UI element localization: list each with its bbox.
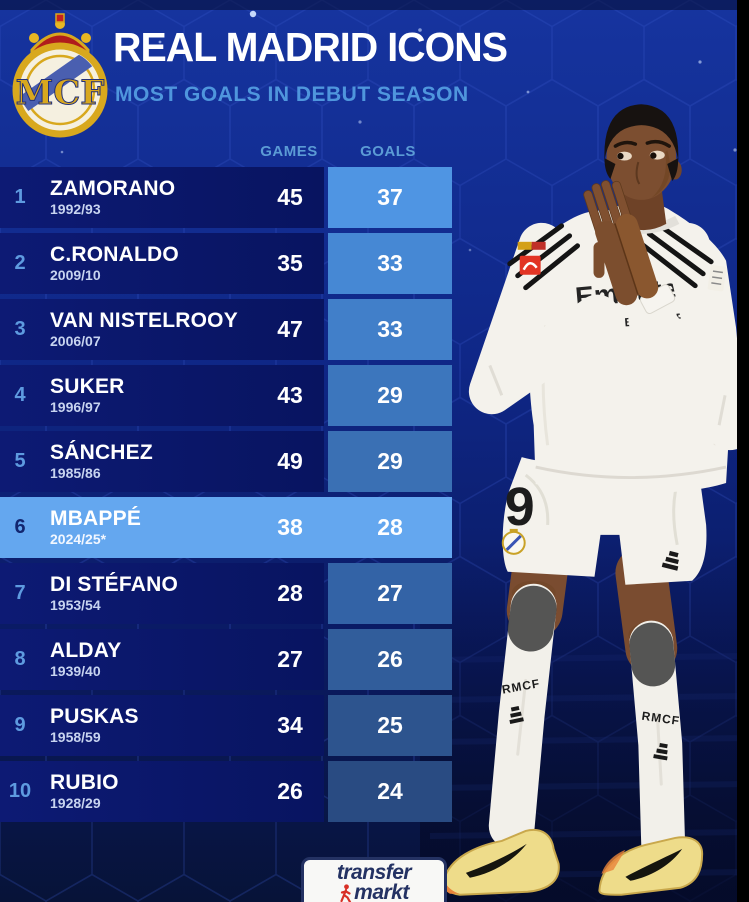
season-label: 2006/07	[50, 333, 101, 350]
sock-text-left: RMCF	[501, 676, 541, 696]
page-subtitle: MOST GOALS IN DEBUT SEASON	[115, 83, 469, 106]
goals-cell: 27	[328, 563, 452, 624]
games-value: 45	[277, 184, 303, 210]
table-row: 3 VAN NISTELROOY 2006/07 47 33	[0, 299, 452, 360]
games-value: 43	[277, 382, 303, 408]
table-row: 9 PUSKAS 1958/59 34 25	[0, 695, 452, 756]
games-value: 49	[277, 448, 303, 474]
mbappe-player-image: RMCF RMCF 9	[442, 104, 749, 896]
rank-label: 9	[14, 714, 26, 736]
adidas-sock-logo	[509, 705, 668, 761]
transfermarkt-word-bottom: markt	[354, 881, 409, 902]
goals-cell: 26	[328, 629, 452, 690]
goals-cell: 25	[328, 695, 452, 756]
games-value: 47	[277, 316, 303, 342]
page-title: REAL MADRID ICONS	[113, 24, 508, 70]
player-name: PUSKAS	[50, 705, 139, 729]
crest-monogram: MCF	[16, 73, 105, 113]
face-features	[613, 139, 671, 185]
season-label: 1996/97	[50, 399, 101, 416]
rank-label: 6	[14, 516, 26, 538]
games-value: 26	[277, 778, 303, 804]
player-name: C.RONALDO	[50, 243, 179, 267]
rank-label: 3	[14, 318, 26, 340]
games-value: 28	[277, 580, 303, 606]
season-label: 1939/40	[50, 663, 101, 680]
table-row: 8 ALDAY 1939/40 27 26	[0, 629, 452, 690]
table-row: 5 SÁNCHEZ 1985/86 49 29	[0, 431, 452, 492]
shorts-crest	[501, 528, 526, 555]
column-header-goals: GOALS	[360, 143, 416, 160]
player-name: SÁNCHEZ	[50, 441, 153, 465]
goals-cell: 28	[328, 497, 452, 558]
goals-cell: 24	[328, 761, 452, 822]
season-label: 1928/29	[50, 795, 101, 812]
rank-label: 4	[14, 384, 26, 406]
rank-label: 5	[14, 450, 26, 472]
transfermarkt-logo: transfer markt	[301, 857, 447, 902]
rank-label: 2	[14, 252, 26, 274]
games-value: 27	[277, 646, 303, 672]
adidas-shorts-logo	[661, 550, 679, 571]
games-value: 34	[277, 712, 303, 738]
player-name: ZAMORANO	[50, 177, 176, 201]
shorts-number: 9	[505, 477, 535, 537]
season-label: 1953/54	[50, 597, 101, 614]
rank-label: 10	[8, 780, 32, 802]
laliga-sleeve-patch	[517, 241, 546, 275]
goals-cell: 29	[328, 365, 452, 426]
sock-text-right: RMCF	[641, 709, 681, 728]
goals-cell: 33	[328, 299, 452, 360]
season-label: 1985/86	[50, 465, 101, 482]
season-label: 1958/59	[50, 729, 101, 746]
games-value: 38	[277, 514, 303, 540]
transfermarkt-runner-icon	[340, 883, 352, 902]
season-label: 2024/25*	[50, 531, 107, 548]
praying-hands	[583, 180, 659, 306]
table-row: 4 SUKER 1996/97 43 29	[0, 365, 452, 426]
table-row: 10 RUBIO 1928/29 26 24	[0, 761, 452, 822]
games-value: 35	[277, 250, 303, 276]
goals-cell: 37	[328, 167, 452, 228]
right-sleeve-patch	[707, 264, 727, 292]
player-name: SUKER	[50, 375, 125, 399]
goals-cell: 29	[328, 431, 452, 492]
column-header-games: GAMES	[260, 143, 318, 160]
rank-label: 8	[14, 648, 26, 670]
player-name: RUBIO	[50, 771, 119, 795]
boots	[442, 829, 704, 896]
rank-label: 1	[14, 186, 26, 208]
rank-label: 7	[14, 582, 26, 604]
player-name: VAN NISTELROOY	[50, 309, 238, 333]
table-row: 1 ZAMORANO 1992/93 45 37	[0, 167, 452, 228]
player-name: MBAPPÉ	[50, 507, 142, 531]
real-madrid-crest-logo: MCF	[12, 13, 108, 138]
transfermarkt-word-top: transfer	[336, 861, 412, 884]
season-label: 1992/93	[50, 201, 101, 218]
right-edge-strip	[737, 0, 749, 902]
table-row-highlighted: 6 MBAPPÉ 2024/25* 38 28	[0, 497, 452, 558]
season-label: 2009/10	[50, 267, 101, 284]
player-name: DI STÉFANO	[50, 573, 179, 597]
table-row: 2 C.RONALDO 2009/10 35 33	[0, 233, 452, 294]
player-name: ALDAY	[50, 639, 122, 663]
table-row: 7 DI STÉFANO 1953/54 28 27	[0, 563, 452, 624]
goals-cell: 33	[328, 233, 452, 294]
ranking-table: 1 ZAMORANO 1992/93 45 37 2 C.RONALDO 200…	[0, 167, 452, 827]
